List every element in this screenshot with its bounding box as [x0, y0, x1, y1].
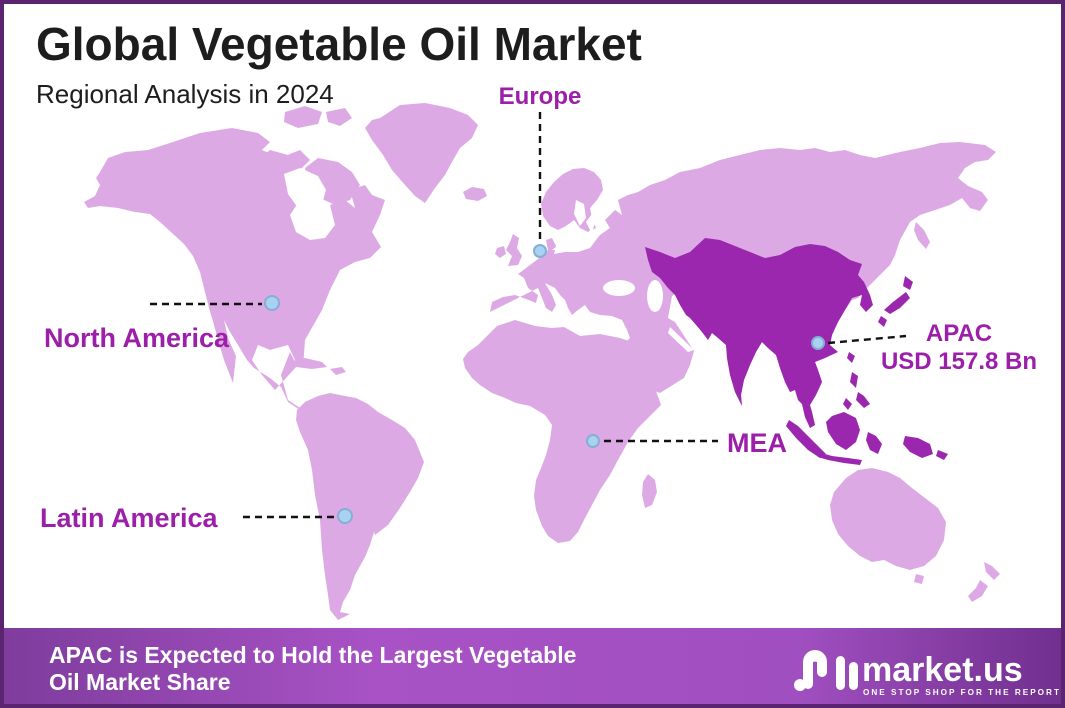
svg-text:Latin America: Latin America: [40, 503, 219, 533]
svg-text:APAC is Expected to Hold the L: APAC is Expected to Hold the Largest Veg…: [49, 642, 576, 668]
svg-text:market.us: market.us: [862, 651, 1023, 689]
svg-text:Regional Analysis in 2024: Regional Analysis in 2024: [36, 79, 334, 109]
svg-text:APAC: APAC: [926, 320, 992, 347]
svg-text:Europe: Europe: [499, 83, 582, 110]
svg-text:Global Vegetable Oil Market: Global Vegetable Oil Market: [36, 18, 642, 70]
svg-text:ONE STOP SHOP FOR THE REPORTS: ONE STOP SHOP FOR THE REPORTS: [863, 688, 1065, 697]
svg-text:MEA: MEA: [727, 428, 787, 458]
svg-text:North America: North America: [44, 323, 230, 353]
svg-text:Oil Market Share: Oil Market Share: [49, 669, 231, 695]
svg-text:USD 157.8 Bn: USD 157.8 Bn: [881, 348, 1037, 375]
